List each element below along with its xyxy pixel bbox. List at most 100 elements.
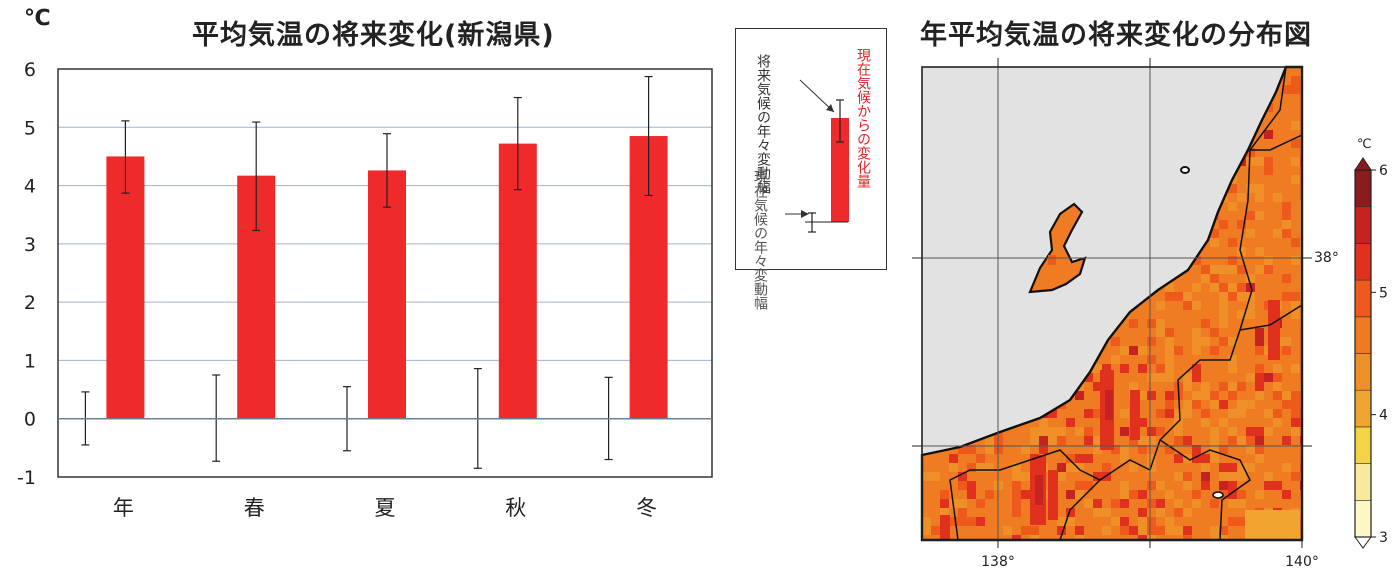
heat-cell (1138, 445, 1147, 454)
colorbar-segment (1354, 389, 1372, 428)
hot-area (1048, 470, 1058, 520)
hot-area (940, 515, 950, 540)
heat-cell (1111, 445, 1120, 454)
heat-cell (1246, 463, 1255, 472)
heat-cell (1129, 490, 1138, 499)
heat-cell (1138, 526, 1147, 535)
colorbar-bottom-arrow (1354, 536, 1372, 549)
heat-cell (1255, 454, 1264, 463)
heat-cell (1120, 364, 1129, 373)
heat-cell (1174, 526, 1183, 535)
heat-cell (1255, 328, 1264, 337)
heat-cell (1246, 301, 1255, 310)
heat-cell (1273, 193, 1282, 202)
heat-cell (1066, 418, 1075, 427)
heat-cell (1192, 328, 1201, 337)
heat-cell (1219, 463, 1228, 472)
heat-cell (1291, 391, 1300, 400)
heat-cell (1075, 463, 1084, 472)
heat-cell (1228, 463, 1237, 472)
heat-cell (958, 508, 967, 517)
heat-cell (958, 445, 967, 454)
heat-cell (1111, 517, 1120, 526)
cool-area (1245, 510, 1300, 540)
heat-cell (1075, 481, 1084, 490)
heat-cell (1156, 301, 1165, 310)
heat-cell (1165, 283, 1174, 292)
heat-cell (1012, 508, 1021, 517)
heat-cell (1273, 229, 1282, 238)
heat-cell (1237, 265, 1246, 274)
heat-cell (1093, 508, 1102, 517)
heat-cell (1273, 481, 1282, 490)
heat-cell (1057, 472, 1066, 481)
heat-cell (1165, 364, 1174, 373)
prefecture-border (949, 66, 1287, 541)
heat-cell (1012, 490, 1021, 499)
colorbar-segment (1354, 279, 1372, 318)
heat-cell (1084, 409, 1093, 418)
heat-cell (958, 472, 967, 481)
heat-cell (1120, 445, 1129, 454)
heat-cell (1228, 391, 1237, 400)
heat-cell (1255, 184, 1264, 193)
colorbar-tick-label: 5 (1379, 285, 1388, 301)
heat-cell (1147, 355, 1156, 364)
heat-cell (1273, 364, 1282, 373)
heat-cell (1219, 337, 1228, 346)
heat-cell (1156, 409, 1165, 418)
heat-cell (1192, 256, 1201, 265)
heat-cell (1156, 364, 1165, 373)
heat-cell (1201, 454, 1210, 463)
colorbar-segment (1354, 499, 1372, 538)
heat-cell (1228, 256, 1237, 265)
legend-arrowhead (826, 104, 834, 112)
heat-cell (1147, 481, 1156, 490)
heat-cell (1282, 391, 1291, 400)
lon-label: 140° (1285, 554, 1319, 570)
heat-cell (1210, 535, 1219, 540)
heat-cell (1291, 139, 1300, 148)
heat-cell (1030, 535, 1039, 540)
y-tick-label: 4 (24, 176, 36, 198)
heat-cell (1201, 481, 1210, 490)
colorbar-unit: ℃ (1357, 137, 1372, 152)
heat-cell (1201, 265, 1210, 274)
y-tick-label: 0 (24, 409, 36, 431)
x-tick-label: 夏 (375, 496, 396, 520)
heat-cell (1093, 472, 1102, 481)
heat-cell (922, 472, 931, 481)
colorbar-frame (1354, 169, 1372, 538)
heat-cell (1219, 526, 1228, 535)
heat-cell (1129, 346, 1138, 355)
heat-cell (1138, 364, 1147, 373)
heat-cell (1156, 427, 1165, 436)
heat-cell (1264, 373, 1273, 382)
heat-cell (1093, 382, 1102, 391)
heat-cell (1021, 472, 1030, 481)
heat-cell (1192, 499, 1201, 508)
heat-cell (1165, 346, 1174, 355)
heat-cell (1264, 130, 1273, 139)
heat-cell (1246, 274, 1255, 283)
heat-cell (1291, 364, 1300, 373)
heat-cell (1228, 382, 1237, 391)
heat-cell (1264, 409, 1273, 418)
heat-cell (1282, 211, 1291, 220)
prefecture-border (1059, 479, 1101, 541)
heat-cell (1048, 436, 1057, 445)
heat-cell (1057, 517, 1066, 526)
heat-cell (1120, 526, 1129, 535)
heat-cell (1192, 301, 1201, 310)
x-tick-label: 冬 (636, 496, 657, 520)
heat-cell (1075, 526, 1084, 535)
heat-cell (1174, 292, 1183, 301)
heat-cell (1228, 283, 1237, 292)
heat-cell (1030, 526, 1039, 535)
heat-cell (1039, 436, 1048, 445)
heat-cell (1219, 265, 1228, 274)
legend-arrowhead (801, 210, 809, 218)
heat-cell (1129, 319, 1138, 328)
heat-cell (1120, 409, 1129, 418)
